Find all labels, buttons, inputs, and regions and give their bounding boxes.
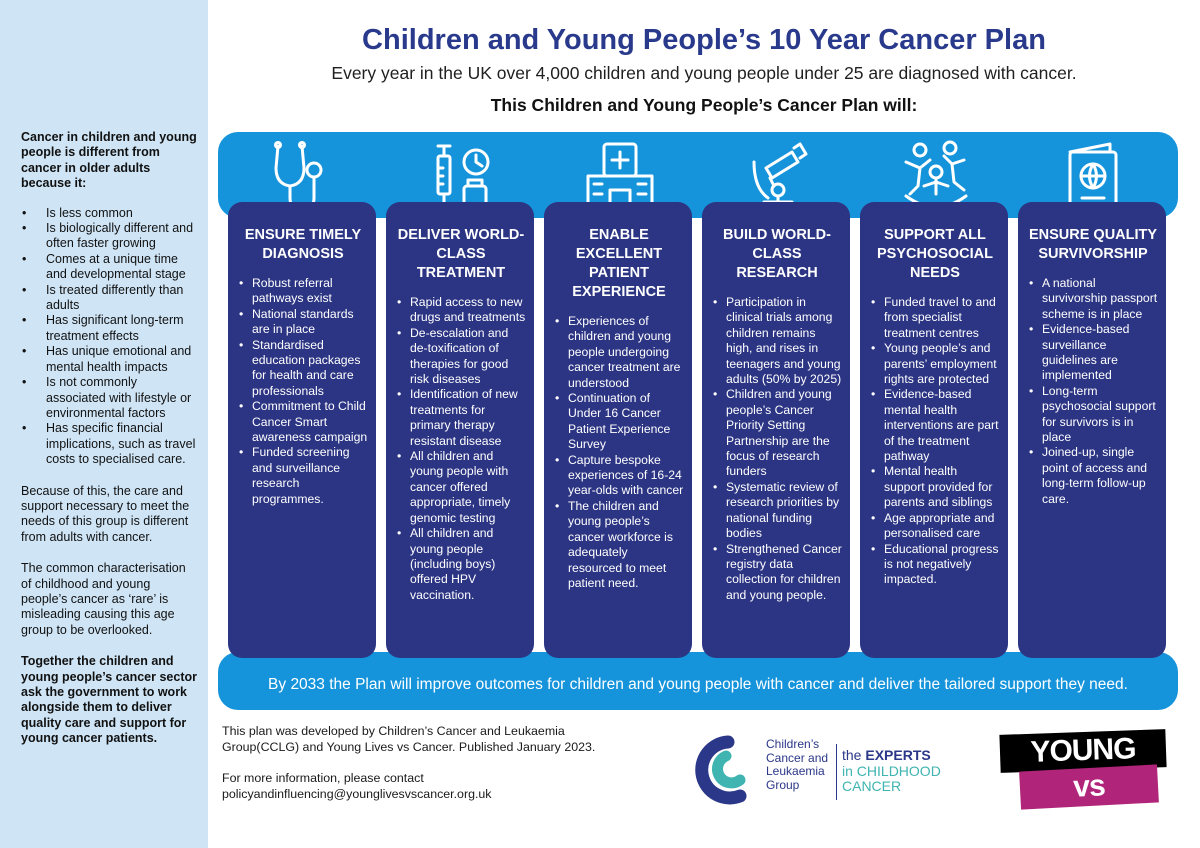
pillar-item: Mental health support provided for paren…: [870, 464, 1000, 510]
pillar-item: Evidence-based mental health interventio…: [870, 387, 1000, 464]
cclg-tagline: the EXPERTS in CHILDHOOD CANCER: [842, 747, 992, 795]
cclg-logo: Children’s Cancer and Leukaemia Group th…: [688, 734, 988, 808]
page-title: Children and Young People’s 10 Year Canc…: [362, 24, 1046, 56]
sidebar-point: Is treated differently than adults: [21, 283, 198, 314]
sidebar-paragraph: Because of this, the care and support ne…: [21, 483, 190, 544]
pillar-item: All children and young people with cance…: [396, 449, 526, 526]
pillar-item: De-escalation and de-toxification of the…: [396, 326, 526, 388]
sidebar-point: Comes at a unique time and developmental…: [21, 252, 198, 283]
pillar-title: DELIVER WORLD-CLASS TREATMENT: [397, 227, 525, 281]
pillar-item: Children and young people’s Cancer Prior…: [712, 387, 842, 479]
pillar-item: Rapid access to new drugs and treatments: [396, 295, 526, 326]
sidebar: Cancer in children and young people is d…: [0, 0, 208, 848]
sidebar-point: Has specific financial implications, suc…: [21, 421, 198, 467]
sidebar-point: Is not commonly associated with lifestyl…: [21, 375, 198, 421]
pillar-item: Funded screening and surveillance resear…: [238, 445, 368, 507]
pillar-item: Joined-up, single point of access and lo…: [1028, 445, 1158, 507]
sidebar-intro: Cancer in children and young people is d…: [21, 130, 197, 191]
pillar-list: Experiences of children and young people…: [554, 314, 684, 591]
icon-band: [218, 132, 1178, 218]
pillar-item: Identification of new treatments for pri…: [396, 387, 526, 449]
page-subtitle: Every year in the UK over 4,000 children…: [331, 63, 1077, 83]
young-lives-vs-cancer-logo: YOUNG LIVES vs CANCER: [999, 728, 1170, 844]
tagline-experts: EXPERTS: [865, 747, 931, 763]
sidebar-point: Has unique emotional and mental health i…: [21, 344, 198, 375]
pillar-item: Capture bespoke experiences of 16-24 yea…: [554, 453, 684, 499]
publication-note: This plan was developed by Children’s Ca…: [222, 724, 596, 754]
pillar-item: Funded travel to and from specialist tre…: [870, 295, 1000, 341]
tagline-childhood: CHILDHOOD: [856, 762, 941, 779]
plan-lead: This Children and Young People’s Cancer …: [490, 95, 918, 115]
pillar-item: Systematic review of research priorities…: [712, 480, 842, 542]
pillar-item: Experiences of children and young people…: [554, 314, 684, 391]
pillar-item: Continuation of Under 16 Cancer Patient …: [554, 391, 684, 453]
pillar-list: Robust referral pathways exist National …: [238, 276, 368, 507]
sidebar-closing: Together the children and young people’s…: [21, 654, 197, 746]
pillar-item: Long-term psychosocial support for survi…: [1028, 384, 1158, 446]
pillar-card-experience: ENABLE EXCELLENT PATIENT EXPERIENCE Expe…: [544, 202, 692, 658]
sidebar-points: Is less common Is biologically different…: [21, 206, 198, 468]
outcome-statement: By 2033 the Plan will improve outcomes f…: [268, 676, 1128, 693]
pillar-item: Educational progress is not negatively i…: [870, 542, 1000, 588]
pillar-title: SUPPORT ALL PSYCHOSOCIAL NEEDS: [876, 227, 993, 281]
pillar-item: Participation in clinical trials among c…: [712, 295, 842, 387]
pillar-item: All children and young people (including…: [396, 526, 526, 603]
contact-label: For more information, please contact: [222, 771, 424, 785]
pillar-list: Participation in clinical trials among c…: [712, 295, 842, 603]
pillar-card-psychosocial: SUPPORT ALL PSYCHOSOCIAL NEEDS Funded tr…: [860, 202, 1008, 658]
pillar-title: ENSURE QUALITY SURVIVORSHIP: [1028, 227, 1158, 262]
contact-email-link[interactable]: policyandinfluencing@younglivesvscancer.…: [222, 786, 492, 801]
pillar-item: Age appropriate and personalised care: [870, 511, 1000, 542]
pillar-title: ENSURE TIMELY DIAGNOSIS: [244, 227, 362, 262]
family-support-icon: [898, 138, 974, 214]
pillar-item: Strengthened Cancer registry data collec…: [712, 542, 842, 604]
pillar-item: Commitment to Child Cancer Smart awarene…: [238, 399, 368, 445]
pillar-card-research: BUILD WORLD-CLASS RESEARCH Participation…: [702, 202, 850, 658]
pillar-list: Funded travel to and from specialist tre…: [870, 295, 1000, 588]
tagline-cancer: CANCER: [842, 778, 902, 794]
sidebar-point: Is biologically different and often fast…: [21, 221, 198, 252]
pillar-list: Rapid access to new drugs and treatments…: [396, 295, 526, 603]
logo-line-vs-cancer: vs CANCER: [1019, 764, 1159, 844]
contact-block: For more information, please contact pol…: [222, 771, 642, 802]
cclg-mark-icon: [695, 735, 747, 805]
pillar-card-survivorship: ENSURE QUALITY SURVIVORSHIP A national s…: [1018, 202, 1166, 658]
logo-divider: [836, 744, 837, 800]
tagline-in: in: [842, 762, 857, 779]
pillar-item: Evidence-based surveillance guidelines a…: [1028, 322, 1158, 384]
footer-band: [218, 652, 1178, 710]
pillar-item: Robust referral pathways exist: [238, 276, 368, 307]
pillar-item: National standards are in place: [238, 307, 368, 338]
pillar-card-treatment: DELIVER WORLD-CLASS TREATMENT Rapid acce…: [386, 202, 534, 658]
pillar-list: A national survivorship passport scheme …: [1028, 276, 1158, 507]
pillar-item: A national survivorship passport scheme …: [1028, 276, 1158, 322]
pillar-item: Standardised education packages for heal…: [238, 338, 368, 400]
tagline-the: the: [842, 747, 866, 763]
pillar-item: Young people’s and parents’ employment r…: [870, 341, 1000, 387]
pillar-card-diagnosis: ENSURE TIMELY DIAGNOSIS Robust referral …: [228, 202, 376, 658]
cclg-name: Children’s Cancer and Leukaemia Group: [766, 737, 829, 792]
pillar-item: The children and young people’s cancer w…: [554, 499, 684, 591]
sidebar-point: Is less common: [21, 206, 198, 222]
sidebar-paragraph: The common characterisation of childhood…: [21, 561, 186, 637]
pillar-title: ENABLE EXCELLENT PATIENT EXPERIENCE: [572, 227, 666, 300]
sidebar-point: Has significant long-term treatment effe…: [21, 313, 198, 344]
pillar-title: BUILD WORLD-CLASS RESEARCH: [723, 227, 831, 281]
